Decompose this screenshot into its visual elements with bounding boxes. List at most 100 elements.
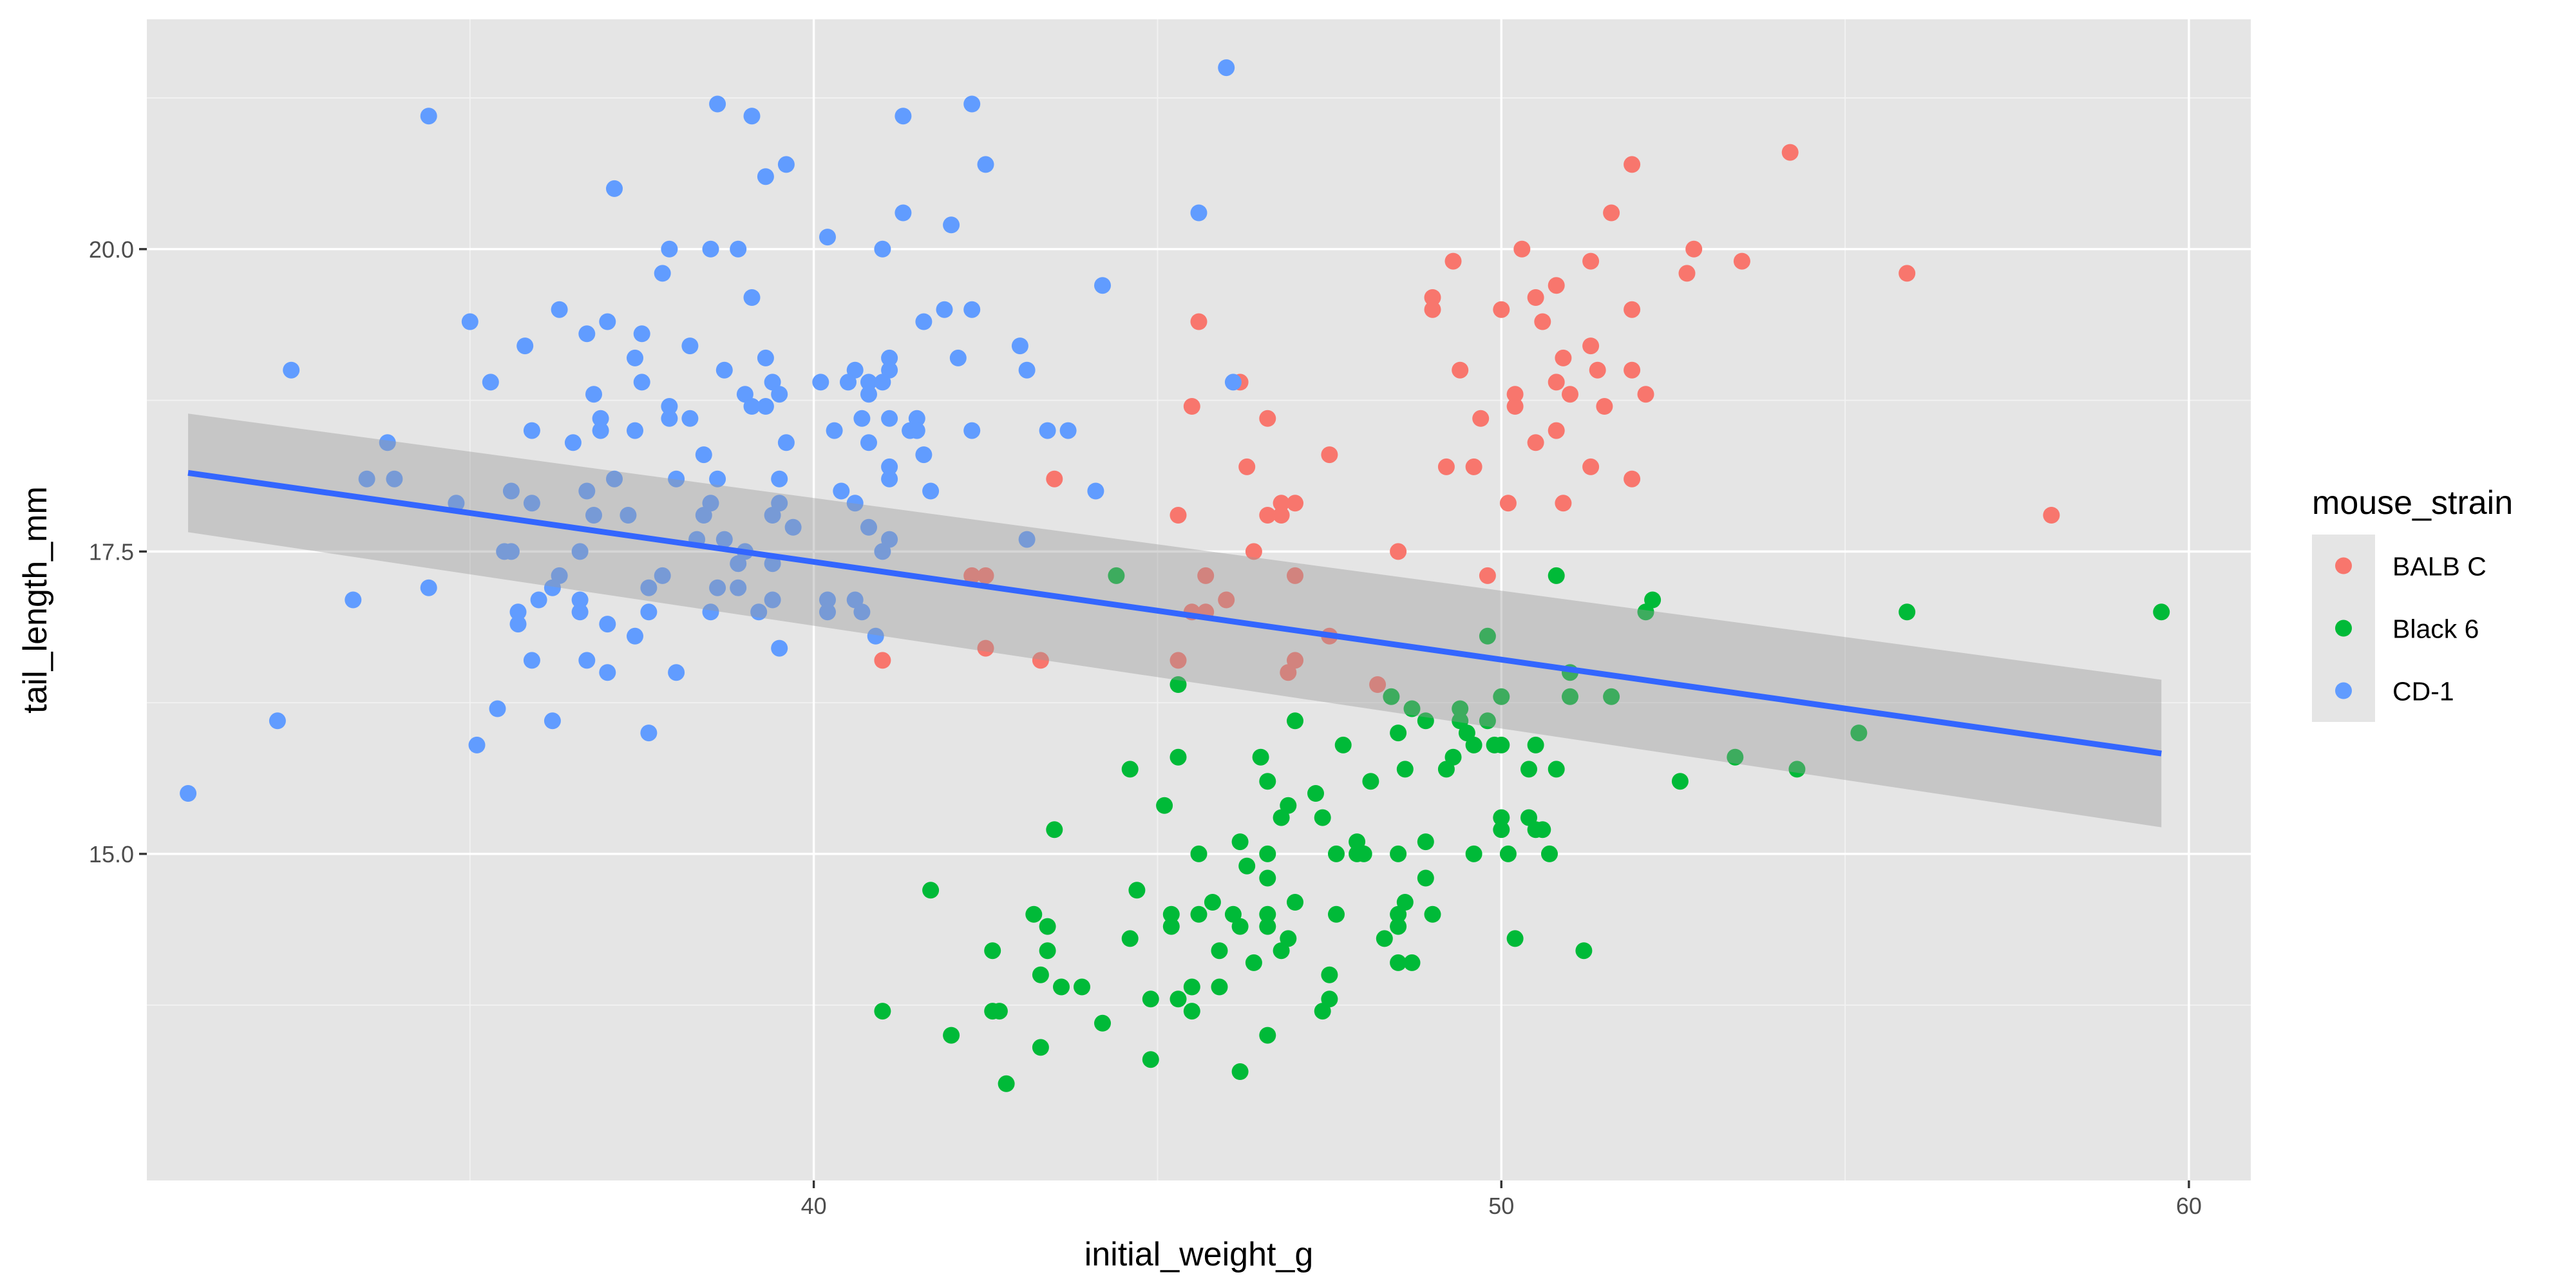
point-cd-1: [571, 603, 589, 621]
point-black-6: [1520, 761, 1537, 778]
point-cd-1: [627, 627, 643, 645]
point-black-6: [1211, 978, 1228, 996]
point-cd-1: [599, 313, 616, 330]
point-cd-1: [180, 785, 197, 802]
point-black-6: [1259, 845, 1276, 862]
point-balb-c: [1046, 470, 1063, 488]
point-black-6: [1273, 809, 1290, 826]
point-balb-c: [1170, 507, 1187, 524]
point-cd-1: [509, 603, 527, 621]
point-cd-1: [523, 652, 540, 669]
point-cd-1: [358, 470, 375, 488]
point-cd-1: [812, 374, 829, 391]
point-cd-1: [489, 700, 506, 717]
point-black-6: [1273, 942, 1290, 960]
point-black-6: [1417, 833, 1434, 851]
point-black-6: [1479, 627, 1496, 645]
point-balb-c: [1527, 289, 1544, 306]
point-cd-1: [640, 579, 658, 596]
point-balb-c: [1424, 289, 1441, 306]
point-black-6: [1548, 761, 1565, 778]
point-black-6: [1376, 930, 1393, 947]
point-cd-1: [509, 616, 527, 633]
point-cd-1: [386, 470, 403, 488]
x-tick-label: 60: [2176, 1193, 2202, 1219]
point-black-6: [1046, 821, 1063, 838]
point-black-6: [1396, 894, 1414, 911]
point-cd-1: [860, 374, 877, 391]
point-cd-1: [564, 434, 582, 451]
point-cd-1: [592, 410, 609, 427]
point-black-6: [1211, 942, 1228, 960]
point-cd-1: [771, 639, 788, 657]
point-black-6: [1259, 918, 1276, 935]
point-balb-c: [1479, 567, 1496, 584]
point-cd-1: [764, 507, 781, 524]
y-axis-title: tail_length_mm: [17, 486, 54, 714]
point-cd-1: [530, 591, 547, 609]
point-balb-c: [1493, 301, 1510, 318]
point-black-6: [1355, 845, 1372, 862]
point-black-6: [2153, 603, 2170, 621]
confidence-band: [188, 413, 2162, 828]
point-cd-1: [571, 591, 589, 609]
point-balb-c: [1582, 252, 1600, 270]
point-black-6: [1287, 894, 1303, 911]
point-cd-1: [599, 664, 616, 681]
point-balb-c: [1562, 386, 1578, 403]
point-cd-1: [874, 240, 891, 258]
point-black-6: [1417, 712, 1434, 730]
point-balb-c: [1506, 386, 1524, 403]
point-balb-c: [1582, 458, 1600, 475]
point-black-6: [1727, 748, 1744, 766]
point-cd-1: [379, 434, 396, 451]
point-black-6: [1321, 966, 1338, 983]
point-black-6: [1190, 845, 1208, 862]
point-cd-1: [640, 603, 658, 621]
point-cd-1: [826, 422, 843, 439]
point-black-6: [1204, 894, 1221, 911]
point-balb-c: [1899, 265, 1916, 282]
point-black-6: [1238, 857, 1256, 875]
point-cd-1: [592, 422, 609, 439]
point-balb-c: [1624, 470, 1641, 488]
point-black-6: [1334, 736, 1352, 753]
point-balb-c: [874, 652, 891, 669]
point-cd-1: [702, 603, 719, 621]
point-black-6: [1162, 905, 1180, 923]
point-balb-c: [1197, 567, 1215, 584]
point-black-6: [1314, 1003, 1331, 1020]
point-black-6: [1437, 761, 1455, 778]
point-balb-c: [963, 567, 981, 584]
point-black-6: [1548, 567, 1565, 584]
point-cd-1: [895, 204, 912, 222]
point-black-6: [1403, 700, 1421, 717]
point-black-6: [1142, 990, 1159, 1008]
point-balb-c: [977, 567, 994, 584]
point-cd-1: [757, 398, 774, 415]
point-black-6: [1493, 821, 1510, 838]
point-cd-1: [544, 712, 561, 730]
point-cd-1: [771, 386, 788, 403]
point-cd-1: [874, 543, 891, 560]
point-cd-1: [544, 579, 561, 596]
x-axis-ticks: 40 50 60: [801, 1180, 2202, 1219]
point-balb-c: [1603, 204, 1620, 222]
point-cd-1: [963, 95, 981, 113]
point-cd-1: [867, 627, 884, 645]
point-cd-1: [833, 482, 850, 500]
point-cd-1: [523, 422, 540, 439]
point-cd-1: [709, 579, 726, 596]
point-black-6: [943, 1027, 960, 1044]
point-balb-c: [1733, 252, 1750, 270]
point-cd-1: [853, 603, 871, 621]
point-black-6: [1170, 748, 1187, 766]
point-cd-1: [840, 374, 857, 391]
point-cd-1: [1190, 204, 1208, 222]
point-cd-1: [881, 410, 898, 427]
point-cd-1: [1087, 482, 1104, 500]
y-tick-label: 15.0: [89, 841, 134, 867]
point-cd-1: [599, 616, 616, 633]
x-tick-label: 40: [801, 1193, 827, 1219]
point-balb-c: [1287, 567, 1303, 584]
